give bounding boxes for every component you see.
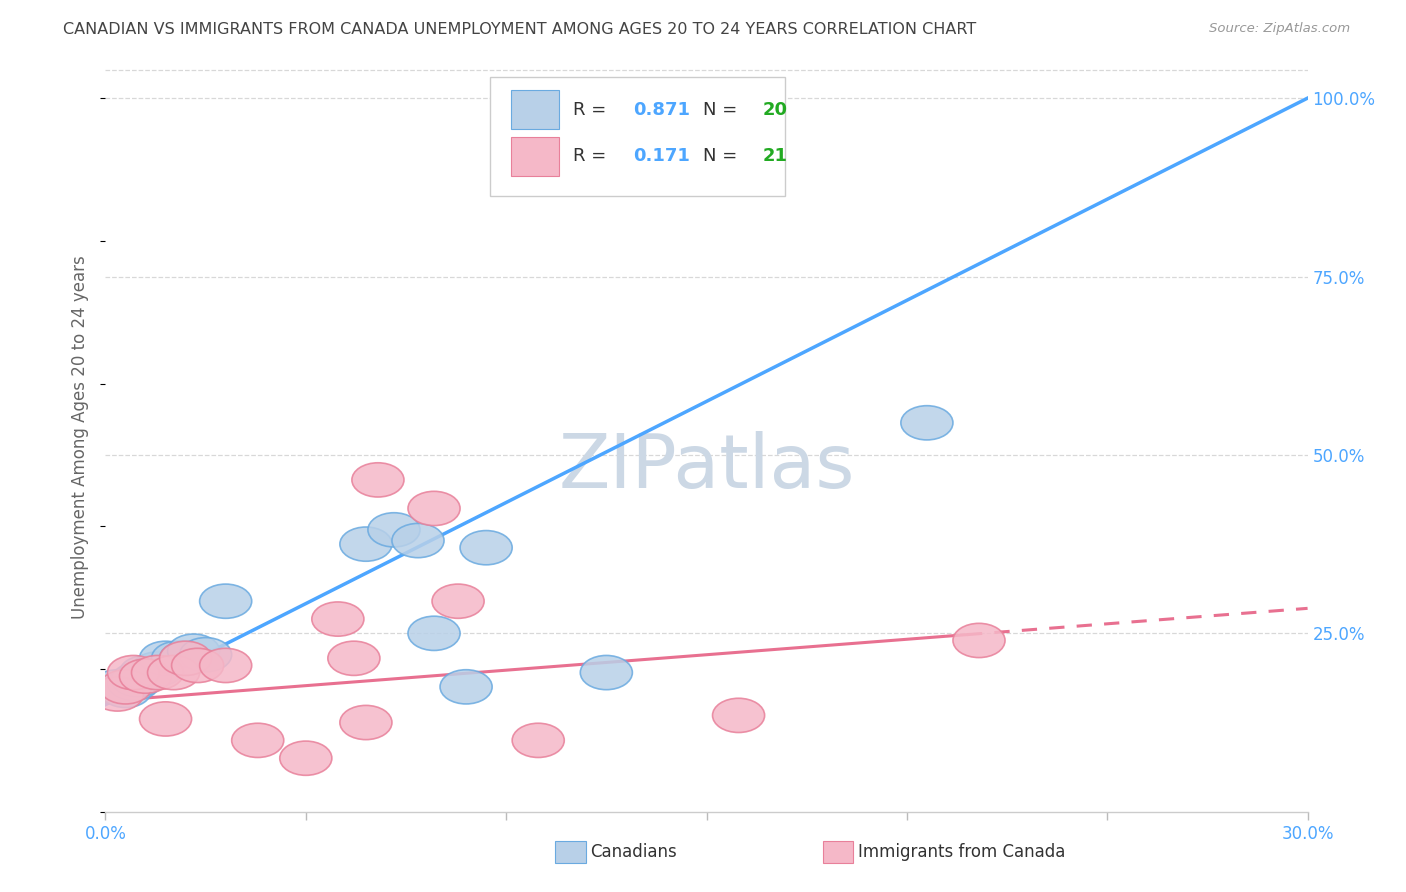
Ellipse shape bbox=[107, 656, 159, 690]
Text: R =: R = bbox=[574, 147, 612, 165]
Ellipse shape bbox=[512, 723, 564, 757]
Ellipse shape bbox=[200, 584, 252, 618]
Y-axis label: Unemployment Among Ages 20 to 24 years: Unemployment Among Ages 20 to 24 years bbox=[72, 255, 90, 619]
Text: Canadians: Canadians bbox=[591, 843, 678, 861]
Ellipse shape bbox=[180, 638, 232, 672]
Ellipse shape bbox=[100, 670, 152, 704]
Ellipse shape bbox=[172, 648, 224, 682]
Ellipse shape bbox=[148, 656, 200, 690]
Ellipse shape bbox=[152, 641, 204, 675]
Ellipse shape bbox=[340, 527, 392, 561]
Ellipse shape bbox=[107, 666, 159, 700]
Ellipse shape bbox=[159, 641, 212, 675]
Ellipse shape bbox=[120, 656, 172, 690]
Ellipse shape bbox=[91, 670, 143, 704]
Ellipse shape bbox=[440, 670, 492, 704]
Ellipse shape bbox=[312, 602, 364, 636]
Text: N =: N = bbox=[703, 147, 742, 165]
Ellipse shape bbox=[100, 673, 152, 707]
FancyBboxPatch shape bbox=[510, 136, 558, 176]
FancyBboxPatch shape bbox=[510, 90, 558, 129]
Ellipse shape bbox=[139, 641, 191, 675]
Ellipse shape bbox=[328, 641, 380, 675]
Ellipse shape bbox=[139, 702, 191, 736]
Ellipse shape bbox=[460, 531, 512, 565]
Ellipse shape bbox=[340, 706, 392, 739]
Ellipse shape bbox=[120, 659, 172, 693]
FancyBboxPatch shape bbox=[491, 78, 785, 196]
Text: R =: R = bbox=[574, 101, 612, 119]
Ellipse shape bbox=[159, 641, 212, 675]
Ellipse shape bbox=[581, 656, 633, 690]
Ellipse shape bbox=[392, 524, 444, 558]
Ellipse shape bbox=[368, 513, 420, 547]
Ellipse shape bbox=[132, 656, 184, 690]
Ellipse shape bbox=[352, 463, 404, 497]
Ellipse shape bbox=[232, 723, 284, 757]
Text: 0.871: 0.871 bbox=[633, 101, 690, 119]
Ellipse shape bbox=[167, 634, 219, 668]
Ellipse shape bbox=[408, 491, 460, 525]
Text: 20: 20 bbox=[763, 101, 787, 119]
Ellipse shape bbox=[953, 624, 1005, 657]
Text: Source: ZipAtlas.com: Source: ZipAtlas.com bbox=[1209, 22, 1350, 36]
Text: CANADIAN VS IMMIGRANTS FROM CANADA UNEMPLOYMENT AMONG AGES 20 TO 24 YEARS CORREL: CANADIAN VS IMMIGRANTS FROM CANADA UNEMP… bbox=[63, 22, 977, 37]
Ellipse shape bbox=[432, 584, 484, 618]
Ellipse shape bbox=[111, 663, 163, 697]
Text: 0.171: 0.171 bbox=[633, 147, 690, 165]
Ellipse shape bbox=[132, 652, 184, 686]
Text: N =: N = bbox=[703, 101, 742, 119]
Text: Immigrants from Canada: Immigrants from Canada bbox=[858, 843, 1064, 861]
Text: 21: 21 bbox=[763, 147, 787, 165]
Text: ZIPatlas: ZIPatlas bbox=[558, 431, 855, 504]
Ellipse shape bbox=[408, 616, 460, 650]
Ellipse shape bbox=[200, 648, 252, 682]
Ellipse shape bbox=[901, 406, 953, 440]
Ellipse shape bbox=[713, 698, 765, 732]
Ellipse shape bbox=[280, 741, 332, 775]
Ellipse shape bbox=[91, 677, 143, 711]
